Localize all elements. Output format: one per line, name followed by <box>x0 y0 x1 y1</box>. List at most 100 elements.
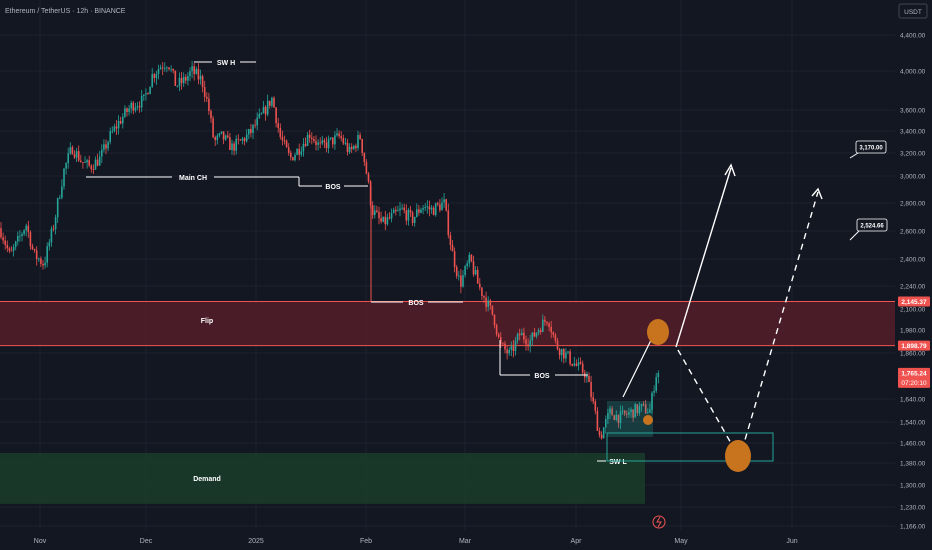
flip-zone <box>0 301 895 346</box>
candle-body <box>170 68 172 70</box>
candle-body <box>103 144 105 150</box>
candle-body <box>174 70 177 86</box>
candle-body <box>359 135 361 140</box>
candle-body <box>132 102 135 111</box>
candle-body <box>264 106 267 115</box>
candle-body <box>122 116 124 124</box>
target-callout-text: 3,170.00 <box>859 146 883 152</box>
y-axis-background <box>895 0 932 550</box>
candle-body <box>447 210 450 236</box>
candle-body <box>579 362 582 364</box>
candle-body <box>355 145 357 149</box>
candle-body <box>340 136 342 138</box>
candle-body <box>434 203 437 216</box>
candle-body <box>105 144 107 149</box>
candle-body <box>338 133 340 137</box>
reaction-marker-bottom <box>725 440 751 472</box>
y-tick-label: 1,460.00 <box>900 441 926 448</box>
candle-body <box>199 76 202 80</box>
candle-body <box>617 414 620 424</box>
target-callout-pointer <box>849 152 859 159</box>
candle-body <box>613 415 615 421</box>
y-tick-label: 1,300.00 <box>900 483 926 490</box>
candle-body <box>151 74 153 87</box>
candle-body <box>63 168 65 187</box>
candle-body <box>325 142 328 149</box>
candle-body <box>632 409 634 418</box>
candle-body <box>197 68 200 80</box>
candle-body <box>451 244 454 252</box>
candle-body <box>239 139 242 141</box>
candle-body <box>644 404 647 414</box>
y-tick-label: 3,200.00 <box>900 151 926 158</box>
candle-body <box>634 404 636 418</box>
y-tick-label: 1,980.00 <box>900 328 926 335</box>
candle-body <box>302 143 305 152</box>
candle-body <box>298 148 300 155</box>
candle-body <box>56 198 59 218</box>
projected-demand-box <box>606 432 774 462</box>
candle-body <box>548 323 550 328</box>
candle-body <box>10 250 13 252</box>
candle-body <box>565 352 567 359</box>
candle-body <box>195 68 198 74</box>
candle-body <box>453 251 456 267</box>
candle-body <box>497 334 500 338</box>
candle-body <box>75 151 78 158</box>
y-tick-label: 1,640.00 <box>900 397 926 404</box>
candle-body <box>287 147 290 153</box>
target-callout-box <box>856 218 888 232</box>
candle-body <box>647 412 649 414</box>
candle-body <box>544 319 546 322</box>
price-label-value: 1,898.79 <box>901 343 927 350</box>
candle-body <box>166 67 168 69</box>
y-tick-label: 3,000.00 <box>900 174 926 181</box>
candle-body <box>546 321 548 324</box>
candle-body <box>159 67 162 70</box>
candle-body <box>569 351 571 364</box>
candle-body <box>138 106 141 108</box>
candle-body <box>304 143 307 146</box>
y-tick-label: 2,400.00 <box>900 257 926 264</box>
candle-body <box>216 135 219 141</box>
candle-body <box>390 213 393 219</box>
candle-body <box>428 206 431 210</box>
y-tick-label: 2,800.00 <box>900 201 926 208</box>
candle-body <box>466 263 468 267</box>
candle-body <box>271 97 273 106</box>
candle-body <box>518 333 521 336</box>
candle-body <box>607 413 609 420</box>
candle-body <box>638 406 641 414</box>
candle-body <box>155 74 158 79</box>
candles <box>0 60 660 440</box>
candle-body <box>235 138 237 151</box>
candle-body <box>136 106 139 108</box>
target-callouts: 3,170.00 2,524.66 <box>849 140 888 241</box>
candle-body <box>405 210 408 221</box>
candle-body <box>413 216 416 223</box>
candle-body <box>77 151 80 161</box>
candle-body <box>388 217 391 219</box>
candle-body <box>201 76 204 88</box>
candle-body <box>254 124 256 126</box>
y-tick-label: 4,000.00 <box>900 69 926 76</box>
candle-body <box>107 141 109 149</box>
main-ch-label: Main CH <box>179 175 207 182</box>
candle-body <box>113 126 116 132</box>
candle-body <box>311 137 313 140</box>
candle-body <box>281 137 284 141</box>
candle-body <box>590 382 592 398</box>
candle-body <box>130 102 132 109</box>
candle-body <box>651 392 653 410</box>
candle-body <box>273 97 275 108</box>
candle-body <box>109 131 111 142</box>
y-tick-label: 1,540.00 <box>900 420 926 427</box>
candle-body <box>508 349 510 354</box>
candle-body <box>88 160 90 166</box>
candle-body <box>416 209 418 217</box>
candle-body <box>180 77 183 84</box>
candle-body <box>560 348 563 356</box>
candle-body <box>386 217 389 225</box>
candle-body <box>285 140 288 148</box>
